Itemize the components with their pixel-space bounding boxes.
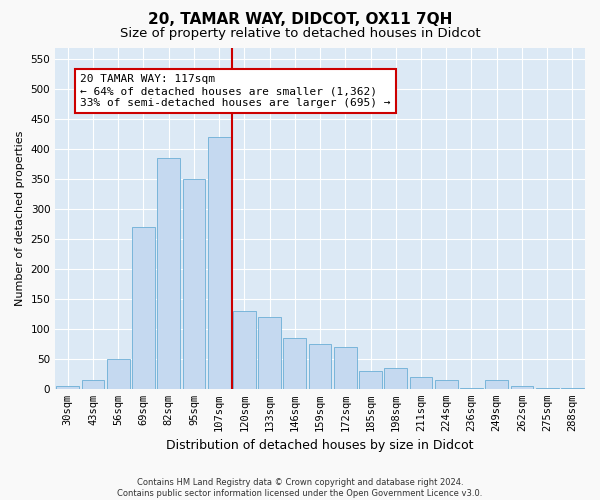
Text: 20, TAMAR WAY, DIDCOT, OX11 7QH: 20, TAMAR WAY, DIDCOT, OX11 7QH [148, 12, 452, 28]
Bar [258, 317, 281, 389]
Bar [511, 386, 533, 389]
Bar [561, 388, 584, 389]
Bar [536, 388, 559, 389]
Bar [485, 380, 508, 389]
Bar [82, 380, 104, 389]
Y-axis label: Number of detached properties: Number of detached properties [15, 130, 25, 306]
Bar [410, 377, 433, 389]
Bar [359, 371, 382, 389]
Bar [233, 311, 256, 389]
Bar [460, 388, 483, 389]
Bar [435, 380, 458, 389]
Text: Size of property relative to detached houses in Didcot: Size of property relative to detached ho… [119, 28, 481, 40]
Text: 20 TAMAR WAY: 117sqm
← 64% of detached houses are smaller (1,362)
33% of semi-de: 20 TAMAR WAY: 117sqm ← 64% of detached h… [80, 74, 391, 108]
Bar [107, 359, 130, 389]
Bar [132, 227, 155, 389]
Bar [334, 347, 356, 389]
Bar [182, 179, 205, 389]
Bar [385, 368, 407, 389]
X-axis label: Distribution of detached houses by size in Didcot: Distribution of detached houses by size … [166, 440, 474, 452]
Bar [208, 138, 230, 389]
Bar [309, 344, 331, 389]
Text: Contains HM Land Registry data © Crown copyright and database right 2024.
Contai: Contains HM Land Registry data © Crown c… [118, 478, 482, 498]
Bar [157, 158, 180, 389]
Bar [283, 338, 306, 389]
Bar [56, 386, 79, 389]
